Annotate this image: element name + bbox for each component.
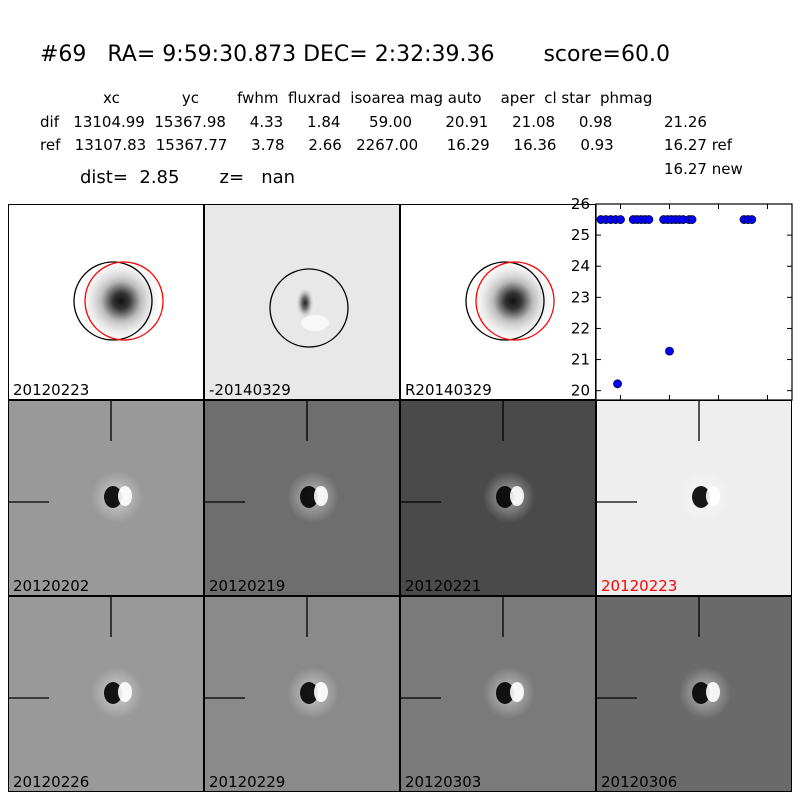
stamp-image	[401, 597, 595, 791]
dist-line: dist= 2.85 z= nan	[80, 167, 296, 188]
data-point	[687, 215, 697, 224]
dif-phmag: 21.26	[664, 113, 707, 131]
y-tick-label: 20	[571, 382, 590, 400]
data-point	[665, 346, 674, 356]
epoch-stamp: 20120306	[596, 596, 792, 792]
stamp-image	[401, 401, 595, 595]
stamp-image	[9, 205, 203, 399]
stamp-label: 20120219	[209, 577, 286, 595]
stamp-image	[205, 597, 399, 791]
stamp-image	[401, 205, 595, 399]
source-negative	[300, 486, 318, 508]
stamp-label: 20120223	[601, 577, 678, 595]
stamp-label: 20120229	[209, 773, 286, 791]
stamp-label: -20140329	[209, 381, 291, 399]
light-curve-plot: −5005010020212223242526	[571, 195, 793, 422]
data-point	[616, 215, 625, 224]
stamp-label: 20120226	[13, 773, 90, 791]
source-positive	[118, 682, 132, 702]
data-point	[747, 215, 757, 224]
data-point	[644, 215, 654, 224]
source-negative	[692, 682, 710, 704]
star-blob	[469, 257, 557, 345]
epoch-stamp: 20120226	[8, 596, 204, 792]
stamp-ref-epoch: 20120223	[8, 204, 204, 400]
source-positive	[314, 682, 328, 702]
epoch-stamp: 20120202	[8, 400, 204, 596]
source-negative	[692, 486, 710, 508]
source-positive	[314, 486, 328, 506]
aperture-circle-red	[84, 261, 164, 341]
y-tick-label: 21	[571, 351, 590, 369]
source-positive	[510, 486, 524, 506]
column-headers: xc yc fwhm fluxrad isoarea mag auto aper…	[103, 89, 653, 107]
light-curve-svg: −5005010020212223242526	[571, 195, 793, 422]
stamp-image	[205, 205, 399, 399]
plot-frame	[595, 203, 793, 401]
y-tick-label: 22	[571, 319, 590, 337]
source-negative	[496, 486, 514, 508]
y-tick-label: 25	[571, 226, 590, 244]
stamp-label: 20120303	[405, 773, 482, 791]
source-positive	[706, 682, 720, 702]
ref-phmag: 16.27 ref	[664, 136, 733, 154]
y-tick-label: 24	[571, 257, 590, 275]
source-negative	[300, 682, 318, 704]
aperture-circle	[465, 261, 545, 341]
star-blob	[77, 257, 165, 345]
stamp-image	[597, 401, 791, 595]
y-tick-label: 23	[571, 288, 590, 306]
data-point	[613, 379, 622, 389]
source-negative	[496, 682, 514, 704]
stamp-image	[205, 401, 399, 595]
epoch-stamp: 20120219	[204, 400, 400, 596]
source-positive	[118, 486, 132, 506]
epoch-stamp: 20120303	[400, 596, 596, 792]
aperture-circle-red	[475, 261, 555, 341]
aperture-circle	[73, 261, 153, 341]
stamp-label: 20120306	[601, 773, 678, 791]
y-tick-label: 26	[571, 195, 590, 213]
stamp-image	[9, 401, 203, 595]
source-negative	[104, 682, 122, 704]
stamp-label: 20120202	[13, 577, 90, 595]
stamp-image	[9, 597, 203, 791]
new-phmag: 16.27 new	[664, 160, 743, 178]
epoch-stamp: 20120229	[204, 596, 400, 792]
stamp-label: 20120221	[405, 577, 482, 595]
stamp-label: 20120223	[13, 381, 90, 399]
stamp-image	[597, 597, 791, 791]
epoch-stamp: 20120221	[400, 400, 596, 596]
aperture-circle	[269, 268, 349, 348]
candidate-title: #69 RA= 9:59:30.873 DEC= 2:32:39.36 scor…	[40, 42, 670, 67]
source-positive	[510, 682, 524, 702]
ref-row: ref 13107.83 15367.77 3.78 2.66 2267.00 …	[40, 136, 614, 154]
source-negative	[104, 486, 122, 508]
source-positive	[706, 486, 720, 506]
stamp-difference: -20140329	[204, 204, 400, 400]
epoch-stamp: 20120223	[596, 400, 792, 596]
source-blob	[296, 287, 314, 319]
dif-row: dif 13104.99 15367.98 4.33 1.84 59.00 20…	[40, 113, 613, 131]
stamp-reference: R20140329	[400, 204, 596, 400]
stamp-label: R20140329	[405, 381, 492, 399]
